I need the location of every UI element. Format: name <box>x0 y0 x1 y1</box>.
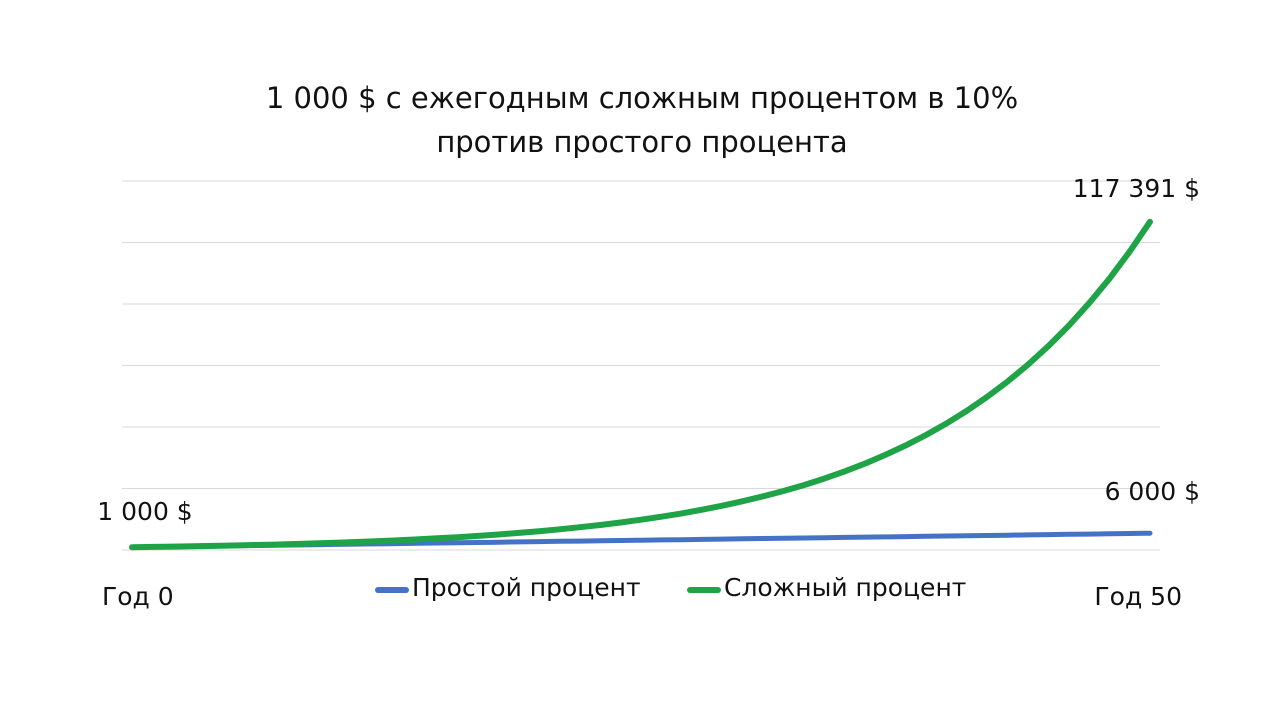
data-label: 117 391 $ <box>1073 174 1200 203</box>
chart-title: 1 000 $ с ежегодным сложным процентом в … <box>266 81 1018 115</box>
x-tick-label: Год 0 <box>102 582 174 611</box>
legend-label: Сложный процент <box>724 573 966 602</box>
series-line <box>129 218 1153 551</box>
x-tick-label: Год 50 <box>1094 582 1182 611</box>
data-label: 6 000 $ <box>1105 477 1200 506</box>
legend-label: Простой процент <box>412 573 641 602</box>
data-label: 1 000 $ <box>97 497 192 526</box>
chart-title: против простого процента <box>436 125 847 159</box>
